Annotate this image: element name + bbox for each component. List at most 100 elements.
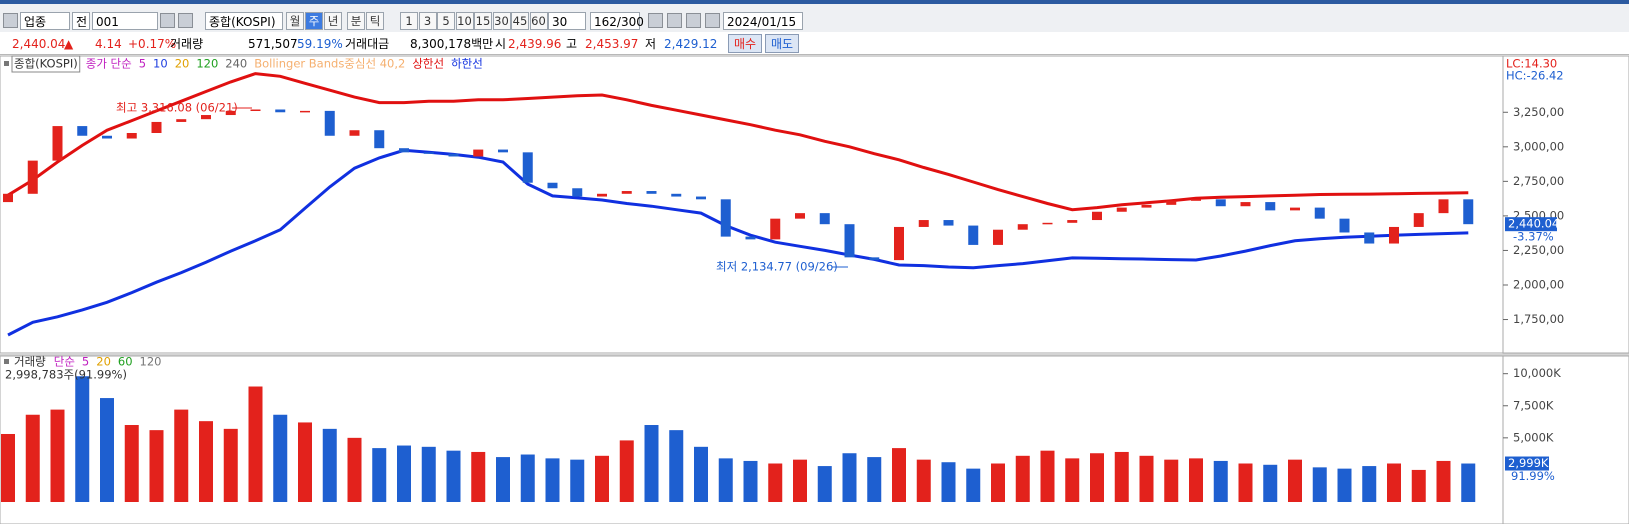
y-tick-label: 2,750,00 [1513, 174, 1564, 188]
volume-bar [1288, 459, 1302, 502]
sound-icon[interactable] [178, 13, 193, 28]
legend-item: 상한선 [412, 57, 444, 71]
candle [1339, 218, 1350, 233]
candle [324, 110, 335, 136]
volume-bar [644, 425, 659, 502]
volume-bar [1436, 460, 1451, 502]
last-volume-box [1505, 456, 1549, 471]
icon[interactable] [3, 13, 18, 28]
volume-bar [273, 414, 288, 502]
legend-item: 종가 단순 [86, 57, 132, 71]
candle [819, 213, 830, 225]
volume-bar [520, 454, 535, 502]
candle [795, 213, 805, 219]
buy-button[interactable]: 매수 [728, 34, 762, 53]
interval-button[interactable]: 3 [418, 12, 437, 30]
candle [399, 148, 409, 153]
candle [1413, 213, 1424, 227]
low-label: 저 [645, 37, 657, 51]
period-button[interactable]: 월 [286, 12, 304, 30]
interval-button[interactable]: 1 [400, 12, 418, 30]
legend-item: 5 [139, 57, 146, 71]
volume-bar [941, 462, 956, 502]
interval-button[interactable]: 30 [492, 12, 511, 30]
search-icon[interactable] [160, 13, 175, 28]
volume-bar [1, 433, 15, 502]
volume-bar [1090, 453, 1104, 502]
tool-icon[interactable] [648, 13, 663, 28]
period-button[interactable]: 틱 [366, 12, 384, 30]
candle [522, 152, 533, 183]
volume-bar [421, 446, 436, 502]
interval-button[interactable]: 60 [529, 12, 548, 30]
code-input[interactable]: 001 [92, 12, 158, 30]
interval-button[interactable]: 5 [437, 12, 455, 30]
volume-bar [496, 457, 510, 502]
period-button[interactable]: 년 [324, 12, 342, 30]
volume-bar [743, 460, 758, 502]
candle [1290, 207, 1300, 211]
volume-bar [1387, 463, 1401, 502]
volume-bar [718, 458, 733, 502]
candle [621, 191, 632, 194]
legend-item: 240 [225, 57, 247, 71]
market-select[interactable]: 업종 [20, 12, 70, 30]
interval-button[interactable]: 10 [455, 12, 474, 30]
interval-button[interactable]: 45 [511, 12, 529, 30]
volume-bar [1337, 468, 1352, 502]
candle [1265, 202, 1276, 211]
lc-label: LC:14.30 [1506, 57, 1557, 71]
price-panel [0, 55, 1504, 354]
legend-item: 단순 [54, 355, 75, 369]
volume-bar [619, 440, 634, 502]
candle [1141, 204, 1152, 208]
last-volume-label: 2,999K [1508, 456, 1549, 470]
tool-icon[interactable] [667, 13, 682, 28]
volume-bar [1238, 463, 1253, 502]
volume-bar [1164, 459, 1179, 502]
candle [52, 126, 63, 161]
panel-divider [0, 353, 1629, 356]
y-tick-label: 1,750,00 [1513, 312, 1564, 326]
high-label: 고 [566, 37, 578, 51]
volume-bar [991, 463, 1005, 502]
y-tick-label: 7,500K [1513, 398, 1554, 412]
candle [696, 196, 706, 200]
volume-bar [223, 428, 238, 502]
low: 2,429.12 [664, 37, 718, 51]
candle [770, 218, 781, 240]
candle [720, 199, 731, 237]
volume-bar [842, 453, 857, 502]
settings-icon[interactable] [705, 13, 720, 28]
volume-subtitle: 2,998,783주(91.99%) [5, 368, 127, 382]
volume-bar [397, 445, 411, 502]
price-axis [1502, 55, 1629, 354]
candle [151, 121, 162, 133]
scope-select[interactable]: 전 [72, 12, 90, 30]
candle [1166, 200, 1177, 205]
volume-bar [446, 450, 461, 502]
period-button[interactable]: 주 [305, 12, 323, 30]
save-icon[interactable] [686, 13, 701, 28]
interval-button[interactable]: 15 [474, 12, 492, 30]
last-change-label: -3.37% [1513, 230, 1554, 244]
volume-bar [570, 459, 585, 502]
candle [27, 160, 38, 194]
period-button[interactable]: 분 [347, 12, 365, 30]
candle [1092, 211, 1102, 221]
sell-button[interactable]: 매도 [765, 34, 799, 53]
candle [671, 193, 682, 197]
volume-bar [1362, 466, 1377, 502]
y-tick-label: 3,000,00 [1513, 139, 1564, 153]
band-line [7, 72, 1469, 212]
candle [250, 109, 261, 112]
volume-bar [248, 386, 263, 502]
volume-bar [1189, 458, 1203, 502]
date-input[interactable]: 2024/01/15 [723, 12, 803, 30]
count-select[interactable]: 30 [548, 12, 586, 30]
volume-bar [595, 455, 609, 502]
candle [1017, 224, 1028, 230]
volume-bar [694, 446, 708, 502]
legend-marker [4, 359, 9, 364]
volume-axis [1502, 355, 1629, 524]
